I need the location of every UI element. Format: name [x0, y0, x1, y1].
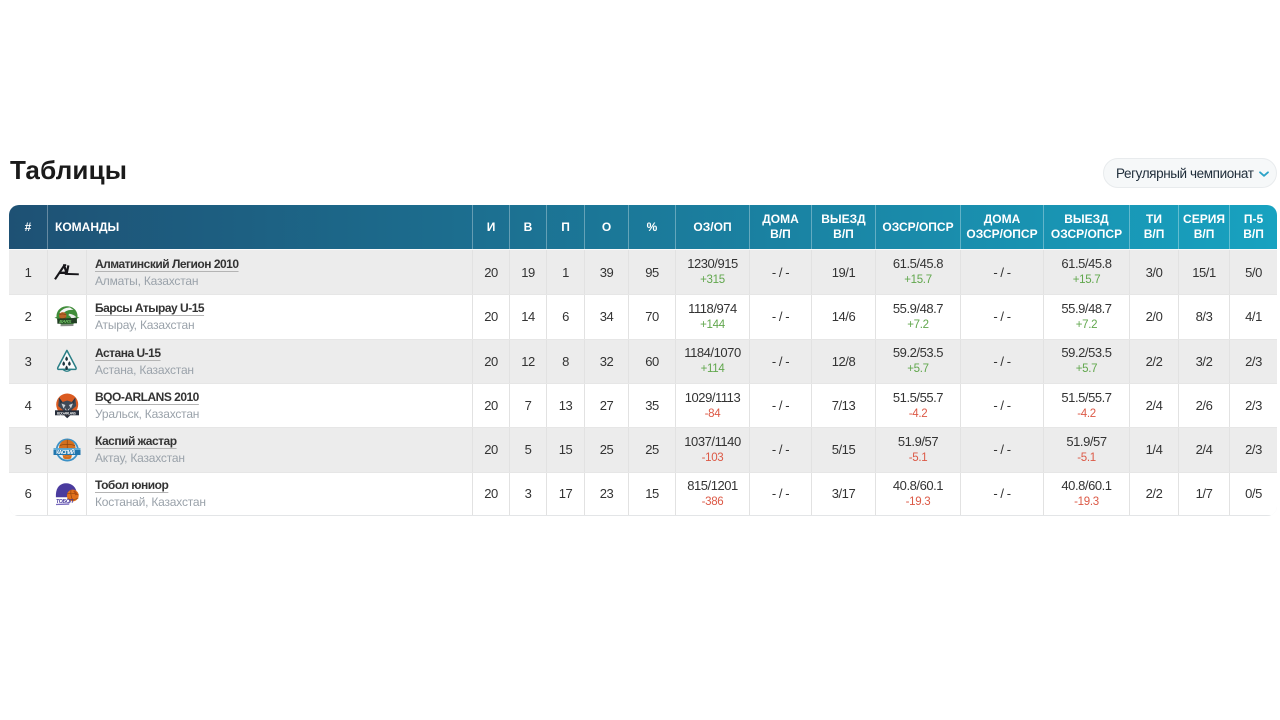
- svg-text:BQO-ARLANS: BQO-ARLANS: [57, 411, 77, 415]
- svg-text:BARS: BARS: [59, 319, 72, 325]
- svg-text:ТОБОЛ: ТОБОЛ: [56, 499, 74, 505]
- svg-text:КАСПИЙ: КАСПИЙ: [56, 448, 75, 456]
